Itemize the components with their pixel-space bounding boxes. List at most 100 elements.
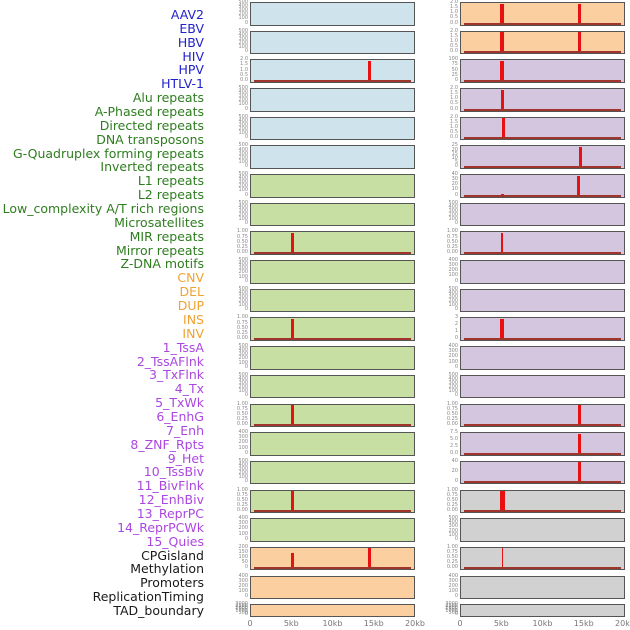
y-tick: 400 xyxy=(448,375,458,382)
y-tick: 1.0 xyxy=(450,123,458,130)
y-tick: 1 xyxy=(454,328,458,335)
y-tick: 0.5 xyxy=(240,71,248,78)
x-axis-label-left-0: 0 xyxy=(247,619,253,628)
y-tick: 0 xyxy=(454,611,458,618)
feature-label-z-dna-motifs: Z-DNA motifs xyxy=(120,256,204,272)
y-tick: 30 xyxy=(451,176,458,183)
y-tick: 400 xyxy=(238,203,248,210)
y-tick: 400 xyxy=(238,261,248,268)
feature-label-methylation: Methylation xyxy=(130,561,204,577)
y-tick: 1.00 xyxy=(236,314,248,321)
y-tick: 0 xyxy=(244,19,248,26)
y-tick: 300 xyxy=(238,150,248,157)
feature-label-2-tssaflnk: 2_TssAFlnk xyxy=(136,353,204,369)
y-tick: 20 xyxy=(451,146,458,153)
y-tick: 200 xyxy=(238,269,248,276)
y-tick: 0.25 xyxy=(236,243,248,250)
spike-7-enh xyxy=(501,232,504,254)
y-tick: 200 xyxy=(448,267,458,274)
y-tick: 400 xyxy=(238,3,248,10)
baseline-2-tssaflnk xyxy=(464,108,621,111)
feature-label-low-complexity-a-t-rich-regions: Low_complexity A/T rich regions xyxy=(2,201,204,217)
panel-15-quies xyxy=(460,460,625,485)
y-tick: 300 xyxy=(238,121,248,128)
y-tick: 200 xyxy=(448,527,458,534)
y-tick: 0.5 xyxy=(450,100,458,107)
y-tick: 300 xyxy=(448,577,458,584)
y-tick: 500 xyxy=(238,27,248,34)
spike-4-tx xyxy=(579,146,583,168)
y-tick: 40 xyxy=(451,457,458,464)
y-tick: 2500 xyxy=(445,602,458,609)
y-tick: 2500 xyxy=(235,602,248,609)
panel-methylation xyxy=(460,518,625,542)
y-tick: 0 xyxy=(244,277,248,284)
y-tick: 0.50 xyxy=(446,554,458,561)
y-tick: 100 xyxy=(238,44,248,51)
panel-g-quadruplex-forming-repeats xyxy=(250,288,415,313)
feature-label-8-znf-rpts: 8_ZNF_Rpts xyxy=(130,436,204,452)
y-tick: 1.00 xyxy=(446,543,458,550)
y-tick: 0 xyxy=(454,306,458,313)
baseline-14-reprpcwk xyxy=(464,452,621,455)
y-tick: 10 xyxy=(451,154,458,161)
y-tick: 1.5 xyxy=(450,32,458,39)
y-tick: 1.5 xyxy=(240,61,248,68)
spike-inv xyxy=(500,32,505,53)
y-tick: 2.0 xyxy=(450,27,458,34)
y-tick: 300 xyxy=(448,294,458,300)
feature-label-12-enhbiv: 12_EnhBiv xyxy=(138,492,204,508)
spike-directed-repeats xyxy=(290,232,294,254)
y-tick: 300 xyxy=(448,523,458,530)
y-tick: 0 xyxy=(454,191,458,198)
x-axis-label-right-5kb: 5kb xyxy=(493,619,509,628)
baseline-13-reprpc xyxy=(464,424,621,427)
feature-label-ebv: EBV xyxy=(179,20,204,36)
y-tick: 100 xyxy=(238,130,248,137)
y-tick: 300 xyxy=(238,466,248,473)
panel-htlv-1 xyxy=(250,145,415,169)
y-tick: 75 xyxy=(451,61,458,68)
feature-label-hpv: HPV xyxy=(178,62,205,78)
y-tick: 100 xyxy=(238,101,248,108)
y-tick: 100 xyxy=(238,554,248,561)
baseline-mirror-repeats xyxy=(254,510,411,513)
y-tick: 0.25 xyxy=(446,559,458,566)
panel-l2-repeats xyxy=(250,374,415,399)
y-tick: 400 xyxy=(238,117,248,124)
y-tick: 3000 xyxy=(445,601,458,608)
y-tick: 1.0 xyxy=(450,37,458,44)
y-tick: 200 xyxy=(238,298,248,305)
baseline-7-enh xyxy=(464,251,621,254)
y-tick: 10 xyxy=(451,186,458,193)
y-tick: 1.00 xyxy=(446,400,458,407)
y-tick: 50 xyxy=(241,559,248,566)
panel-hiv xyxy=(250,88,415,112)
spike-hbv xyxy=(368,60,372,82)
y-tick: 20 xyxy=(451,181,458,188)
y-tick: 1.0 xyxy=(450,9,458,16)
y-tick: 400 xyxy=(238,146,248,153)
y-tick: 0 xyxy=(244,134,248,141)
y-tick: 400 xyxy=(448,572,458,579)
y-tick: 0.00 xyxy=(446,421,458,428)
y-tick: 0 xyxy=(244,191,248,198)
y-tick: 500 xyxy=(238,171,248,178)
y-tick: 0 xyxy=(244,392,248,399)
y-tick: 0.75 xyxy=(236,405,248,412)
y-tick: 300 xyxy=(238,380,248,387)
y-tick: 0.0 xyxy=(450,449,458,456)
y-tick: 400 xyxy=(238,89,248,96)
y-tick: 200 xyxy=(448,298,458,305)
panel-3-txflnk xyxy=(460,116,625,141)
y-tick: 7.5 xyxy=(450,429,458,436)
panel-alu-repeats xyxy=(250,174,415,198)
feature-label-cnv: CNV xyxy=(177,270,204,286)
y-tick: 2.0 xyxy=(240,56,248,63)
y-tick: 0 xyxy=(454,334,458,341)
y-tick: 0.75 xyxy=(236,233,248,240)
baseline-1-tssa xyxy=(464,79,621,82)
y-tick: 400 xyxy=(238,31,248,38)
feature-label-ins: INS xyxy=(183,311,204,327)
y-tick: 0.75 xyxy=(236,491,248,498)
